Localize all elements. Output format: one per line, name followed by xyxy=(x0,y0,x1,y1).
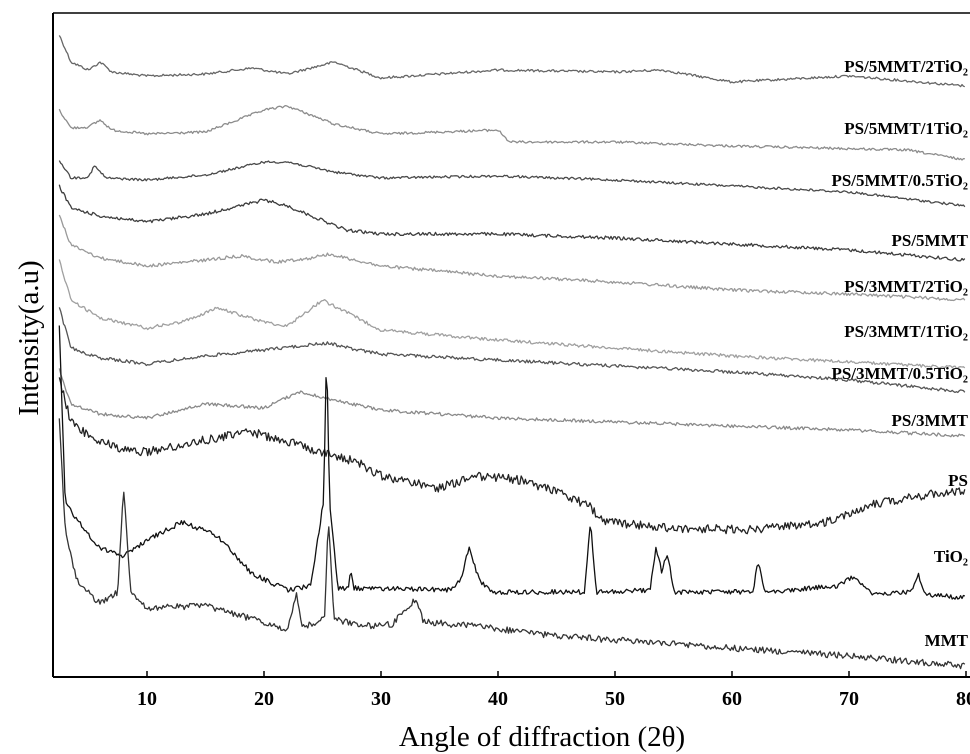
series-line-ps-3mmt-0-5tio2 xyxy=(58,307,966,394)
x-ticks: 10 20 30 40 50 60 70 80 xyxy=(137,671,970,710)
series-label: PS/5MMT xyxy=(892,231,969,250)
x-tick-label: 80 xyxy=(956,688,970,710)
series-label: PS/3MMT/2TiO₂ xyxy=(844,277,968,296)
series-line-ps-5mmt xyxy=(58,184,966,262)
series-line-ps-3mmt-1tio2 xyxy=(58,259,966,369)
y-axis-title: Intensity(a.u) xyxy=(13,260,45,415)
series-label: PS/5MMT/2TiO₂ xyxy=(844,57,968,76)
series-label: PS xyxy=(948,471,968,490)
series-line-ps-5mmt-0-5tio2 xyxy=(58,160,966,208)
series-labels: PS/5MMT/2TiO₂ PS/5MMT/1TiO₂ PS/5MMT/0.5TiO… xyxy=(831,57,968,650)
series-line-mmt xyxy=(58,418,966,670)
series-layer xyxy=(58,35,966,670)
series-line-ps xyxy=(58,377,966,535)
x-tick-label: 30 xyxy=(371,688,391,710)
series-label: TiO₂ xyxy=(934,547,968,566)
x-tick-label: 70 xyxy=(839,688,859,710)
series-line-ps-5mmt-2tio2 xyxy=(58,35,966,88)
series-label: PS/5MMT/1TiO₂ xyxy=(844,119,968,138)
x-tick-label: 10 xyxy=(137,688,157,710)
series-label: PS/3MMT/1TiO₂ xyxy=(844,322,968,341)
series-line-ps-3mmt xyxy=(58,368,966,438)
series-label: MMT xyxy=(925,631,969,650)
x-tick-label: 40 xyxy=(488,688,508,710)
series-label: PS/3MMT/0.5TiO₂ xyxy=(831,364,968,383)
series-label: PS/5MMT/0.5TiO₂ xyxy=(831,171,968,190)
x-tick-label: 60 xyxy=(722,688,742,710)
x-tick-label: 20 xyxy=(254,688,274,710)
series-line-ps-3mmt-2tio2 xyxy=(58,214,966,302)
x-axis-title: Angle of diffraction (2θ) xyxy=(399,721,685,753)
series-line-ps-5mmt-1tio2 xyxy=(58,104,965,161)
series-line-tio2 xyxy=(58,325,966,600)
x-tick-label: 50 xyxy=(605,688,625,710)
series-label: PS/3MMT xyxy=(892,411,969,430)
